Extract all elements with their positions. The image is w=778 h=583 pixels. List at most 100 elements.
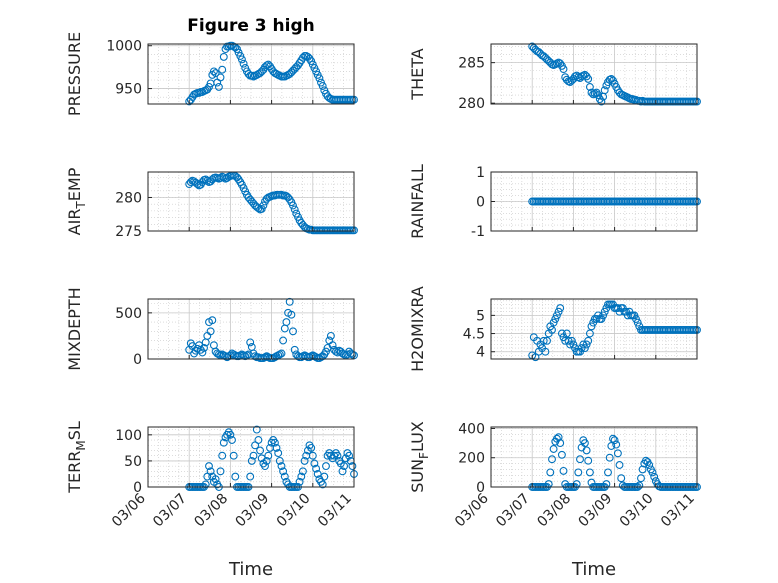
y-axis-label: RAINFALL — [408, 164, 427, 239]
data-point — [585, 83, 594, 91]
data-point — [226, 430, 235, 439]
y-tick-label: 275 — [115, 224, 142, 240]
y-tick-label: 5 — [476, 308, 485, 324]
data-point — [580, 439, 589, 448]
data-point — [582, 446, 591, 455]
x-tick-label: 03/09 — [576, 491, 616, 531]
y-tick-label: 950 — [115, 82, 142, 98]
data-point — [613, 449, 622, 458]
subplot-7: 0 50 100 TERRMSL 03/06 03/07 03/08 03/09 03/10 03… — [65, 421, 358, 580]
data-point — [287, 310, 296, 319]
y-tick-label: 280 — [458, 96, 485, 112]
data-point — [333, 451, 342, 460]
data-point — [300, 456, 309, 465]
data-point — [290, 345, 299, 354]
data-point — [249, 451, 258, 460]
y-tick-label: 0 — [476, 195, 485, 211]
data-point — [328, 341, 337, 350]
data-point — [645, 461, 654, 469]
data-point — [218, 65, 227, 74]
y-tick-label: 200 — [458, 451, 485, 467]
data-point — [211, 475, 220, 484]
data-point — [279, 467, 288, 476]
data-point — [280, 472, 289, 481]
data-point — [310, 459, 319, 468]
x-tick-label: 03/08 — [534, 491, 574, 531]
data-point — [610, 436, 619, 445]
x-tick-label: 03/11 — [315, 491, 355, 531]
data-point — [585, 329, 594, 338]
data-point — [313, 470, 322, 478]
y-axis-label: SUNFLUX — [408, 421, 431, 493]
data-point — [340, 462, 349, 471]
data-point — [277, 462, 286, 471]
data-point — [587, 322, 596, 331]
data-point — [206, 467, 215, 476]
y-tick-label: 500 — [115, 306, 142, 322]
data-point — [289, 327, 297, 336]
x-tick-label: 03/07 — [493, 491, 533, 531]
data-point — [318, 82, 327, 90]
y-tick-label: 0 — [133, 352, 142, 368]
y-tick-label: 4.5 — [463, 327, 485, 343]
data-point — [541, 347, 550, 356]
data-point — [275, 456, 284, 465]
data-point — [638, 465, 647, 474]
data-point — [551, 315, 560, 323]
data-point — [254, 436, 263, 444]
data-point — [549, 445, 558, 453]
data-point — [548, 325, 556, 334]
y-axis-label: H2OMIXRA — [408, 286, 427, 372]
data-point — [198, 348, 207, 357]
data-point — [546, 468, 555, 477]
data-point — [256, 446, 265, 455]
data-point — [221, 352, 230, 361]
y-tick-label: 0 — [476, 480, 485, 496]
data-point — [270, 438, 279, 447]
data-point — [549, 318, 558, 327]
data-point — [576, 455, 584, 464]
data-point — [597, 315, 606, 323]
data-point — [584, 336, 593, 345]
x-tick-label: 03/08 — [191, 491, 231, 531]
x-tick-label: 03/07 — [150, 491, 190, 531]
x-tick-label: 03/10 — [274, 491, 314, 531]
data-point — [203, 176, 212, 185]
data-point — [229, 451, 238, 460]
y-axis-label: AIRTEMP — [65, 167, 88, 235]
axes-box — [490, 43, 698, 105]
data-point — [569, 340, 578, 349]
data-point — [274, 449, 283, 458]
data-point — [556, 304, 565, 313]
data-point — [559, 466, 568, 475]
data-point — [617, 474, 626, 483]
data-point — [600, 307, 609, 316]
data-point — [650, 472, 659, 481]
data-point — [633, 318, 642, 327]
data-point — [648, 468, 657, 477]
data-point — [557, 450, 566, 459]
data-point — [557, 329, 566, 338]
data-point — [231, 472, 240, 481]
data-point — [252, 425, 261, 434]
data-point — [279, 336, 288, 345]
data-point — [298, 467, 307, 476]
data-point — [579, 340, 588, 349]
data-point — [574, 468, 583, 477]
data-point — [592, 315, 601, 323]
y-axis-label: MIXDEPTH — [65, 287, 84, 370]
y-tick-label: 4 — [476, 345, 485, 361]
data-point — [585, 468, 594, 477]
data-point — [605, 453, 614, 462]
data-point — [556, 439, 565, 448]
axes-box — [147, 171, 355, 232]
axes-box — [147, 43, 355, 105]
data-point — [613, 304, 622, 313]
data-point — [312, 464, 321, 473]
data-point — [584, 74, 593, 83]
x-tick-label: 03/06 — [452, 490, 492, 530]
data-point — [348, 462, 357, 471]
data-point — [282, 318, 291, 327]
axes-box — [147, 426, 355, 488]
